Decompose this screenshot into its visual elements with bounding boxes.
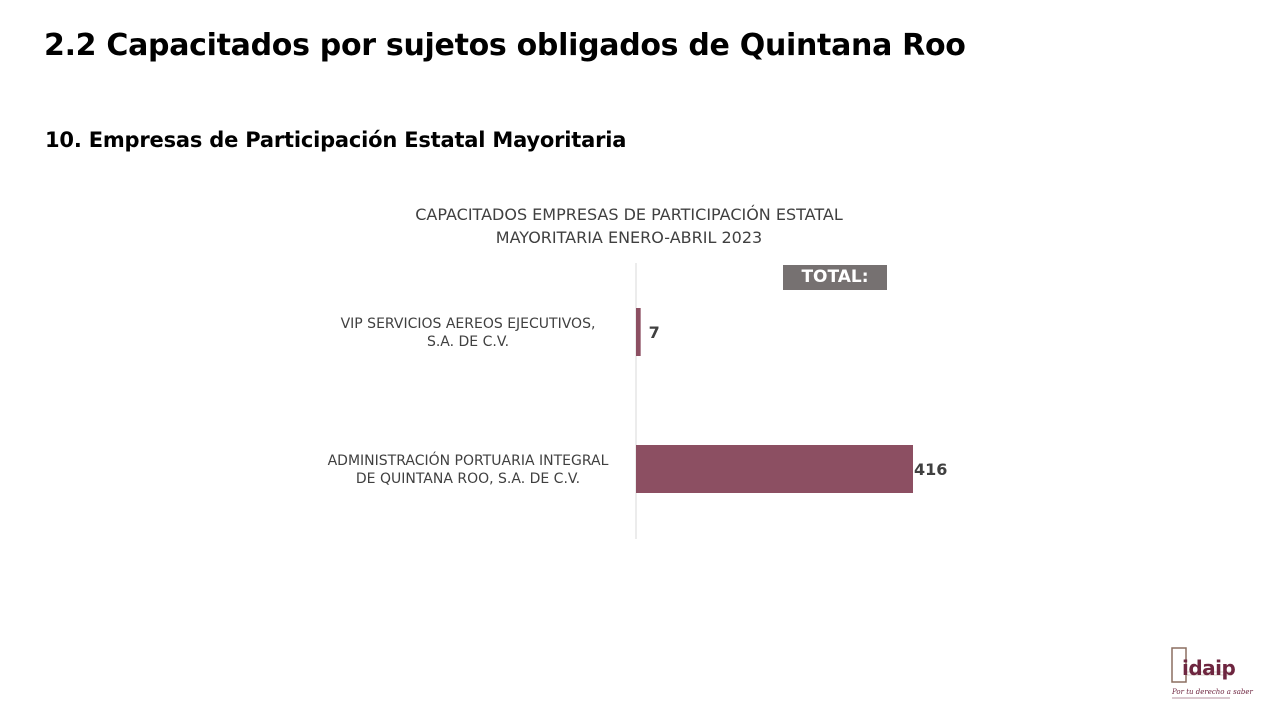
data-label-0: 7 xyxy=(649,323,660,342)
logo-wordmark: idaip xyxy=(1182,656,1236,680)
chart-title: CAPACITADOS EMPRESAS DE PARTICIPACIÓN ES… xyxy=(329,203,929,249)
category-label-1-line-1: DE QUINTANA ROO, S.A. DE C.V. xyxy=(356,471,580,487)
logo-frame-icon xyxy=(1171,647,1232,699)
logo-slogan: Por tu derecho a saber xyxy=(1172,688,1253,696)
slide-title: 2.2 Capacitados por sujetos obligados de… xyxy=(44,28,966,63)
bar-0 xyxy=(636,308,641,356)
idaip-logo: idaip Por tu derecho a saber xyxy=(1168,642,1253,704)
category-label-1-line-0: ADMINISTRACIÓN PORTUARIA INTEGRAL xyxy=(328,451,609,469)
category-label-0-line-1: S.A. DE C.V. xyxy=(427,334,509,350)
data-label-1: 416 xyxy=(914,460,947,479)
bar-1 xyxy=(636,445,913,493)
total-badge: TOTAL: 423 xyxy=(783,265,887,312)
section-title: 10. Empresas de Participación Estatal Ma… xyxy=(45,128,627,152)
chart-title-line-2: MAYORITARIA ENERO-ABRIL 2023 xyxy=(495,228,763,247)
category-label-0-line-0: VIP SERVICIOS AEREOS EJECUTIVOS, xyxy=(341,316,596,332)
chart-title-line-1: CAPACITADOS EMPRESAS DE PARTICIPACIÓN ES… xyxy=(415,205,843,224)
